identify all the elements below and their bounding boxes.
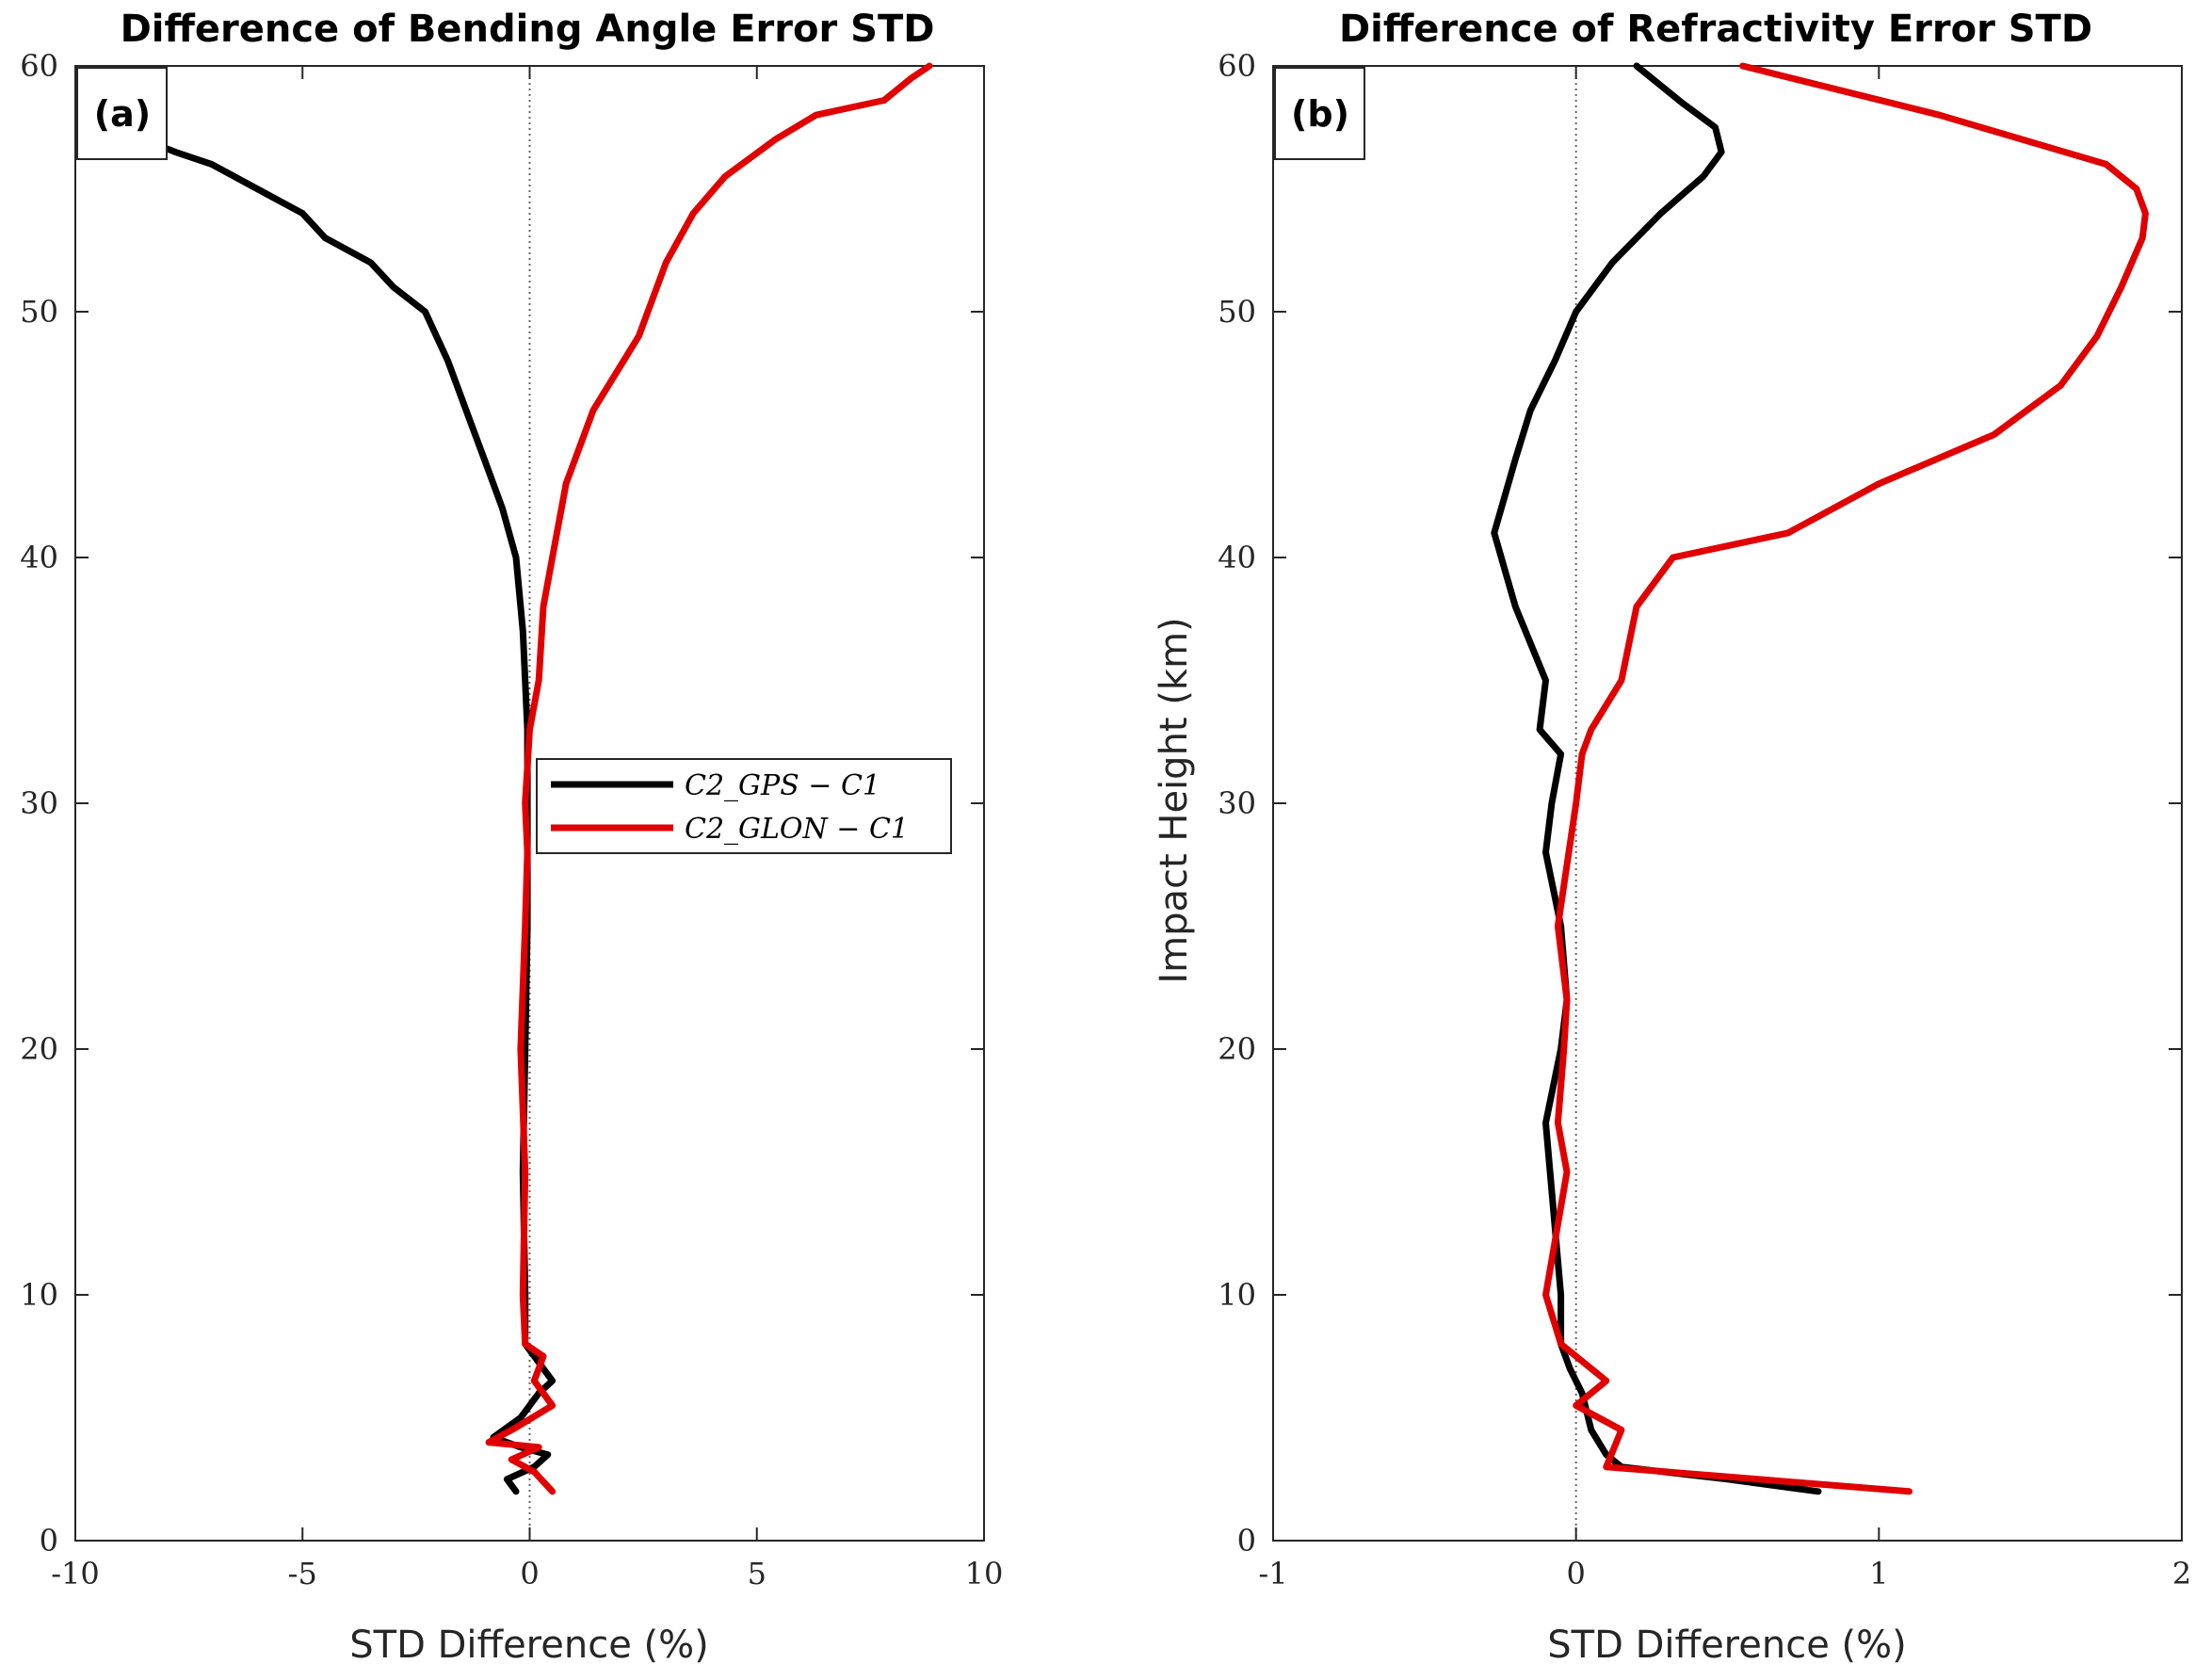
panel-a: Difference of Bending Angle Error STD -1… (20, 8, 1003, 1667)
legend-label-glon: C2_GLON − C1 (685, 813, 909, 846)
panel-b-xlabel: STD Difference (%) (1547, 1623, 1906, 1667)
panel-b-label: (b) (1291, 93, 1349, 135)
panel-b-series (1491, 62, 2149, 1495)
y-tick-label: 60 (20, 48, 58, 84)
x-tick-label: -5 (288, 1556, 317, 1591)
x-tick-label: -1 (1258, 1556, 1287, 1591)
panel-b-title: Difference of Refractivity Error STD (1339, 8, 2092, 51)
panel-a-ticks: -10 -5 0 5 10 0 10 20 30 40 50 60 (20, 48, 1003, 1591)
series-line-glon (1542, 62, 2149, 1495)
y-tick-label: 30 (1218, 785, 1256, 821)
y-tick-label: 50 (1218, 294, 1256, 330)
panel-a-label: (a) (94, 93, 151, 135)
x-tick-label: 2 (2172, 1556, 2191, 1591)
legend-box (536, 758, 952, 854)
panel-b-ylabel: Impact Height (km) (1153, 617, 1196, 983)
y-tick-label: 30 (20, 785, 58, 821)
y-tick-label: 20 (20, 1031, 58, 1067)
series-line-glon (485, 62, 933, 1495)
y-tick-label: 10 (20, 1277, 58, 1313)
x-tick-label: 0 (1566, 1556, 1585, 1591)
legend: C2_GPS − C1 C2_GLON − C1 (536, 758, 952, 854)
panel-b-plot-area (1272, 65, 2183, 1542)
panel-a-title: Difference of Bending Angle Error STD (121, 8, 935, 51)
y-tick-label: 40 (20, 540, 58, 575)
legend-label-gps: C2_GPS − C1 (685, 769, 880, 802)
x-tick-label: -10 (51, 1556, 100, 1591)
y-tick-label: 20 (1218, 1031, 1256, 1067)
y-tick-label: 50 (20, 294, 58, 330)
y-tick-label: 10 (1218, 1277, 1256, 1313)
panel-a-label-box: (a) (76, 67, 168, 160)
panel-a-series (139, 62, 933, 1495)
series-line-gps (1491, 62, 1822, 1495)
y-tick-label: 40 (1218, 540, 1256, 575)
panel-a-xlabel: STD Difference (%) (349, 1623, 708, 1667)
x-tick-label: 0 (520, 1556, 539, 1591)
x-tick-label: 1 (1869, 1556, 1888, 1591)
y-tick-label: 0 (40, 1523, 58, 1559)
x-tick-label: 10 (965, 1556, 1004, 1591)
x-tick-label: 5 (748, 1556, 767, 1591)
panel-b: Difference of Refractivity Error STD -1 0… (1153, 8, 2191, 1667)
panel-b-label-box: (b) (1274, 67, 1365, 160)
y-tick-label: 60 (1218, 48, 1256, 84)
y-tick-label: 0 (1237, 1523, 1256, 1559)
